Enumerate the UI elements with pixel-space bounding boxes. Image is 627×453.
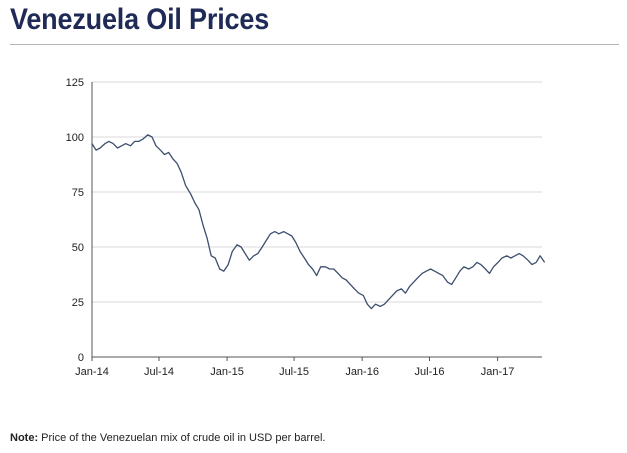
series-line-0 (91, 134, 546, 310)
y-tick-label: 125 (66, 77, 84, 89)
x-tick-label: Jan-16 (345, 366, 379, 378)
x-tick-label: Jan-14 (75, 366, 109, 378)
chart-note: Note: Price of the Venezuelan mix of cru… (10, 432, 325, 444)
y-tick-label: 100 (66, 132, 84, 144)
y-tick-label: 50 (72, 242, 84, 254)
note-text: Price of the Venezuelan mix of crude oil… (38, 432, 326, 444)
x-tick-label: Jan-17 (481, 366, 515, 378)
y-tick-label: 25 (72, 297, 84, 309)
title-divider (10, 44, 619, 45)
x-tick-label: Jul-15 (279, 366, 309, 378)
x-tick-label: Jul-14 (144, 366, 174, 378)
x-tick-label: Jul-16 (415, 366, 445, 378)
note-label: Note: (10, 432, 39, 444)
y-tick-label: 0 (78, 352, 84, 364)
page-title: Venezuela Oil Prices (10, 3, 270, 36)
x-tick-label: Jan-15 (210, 366, 244, 378)
y-tick-label: 75 (72, 187, 84, 199)
